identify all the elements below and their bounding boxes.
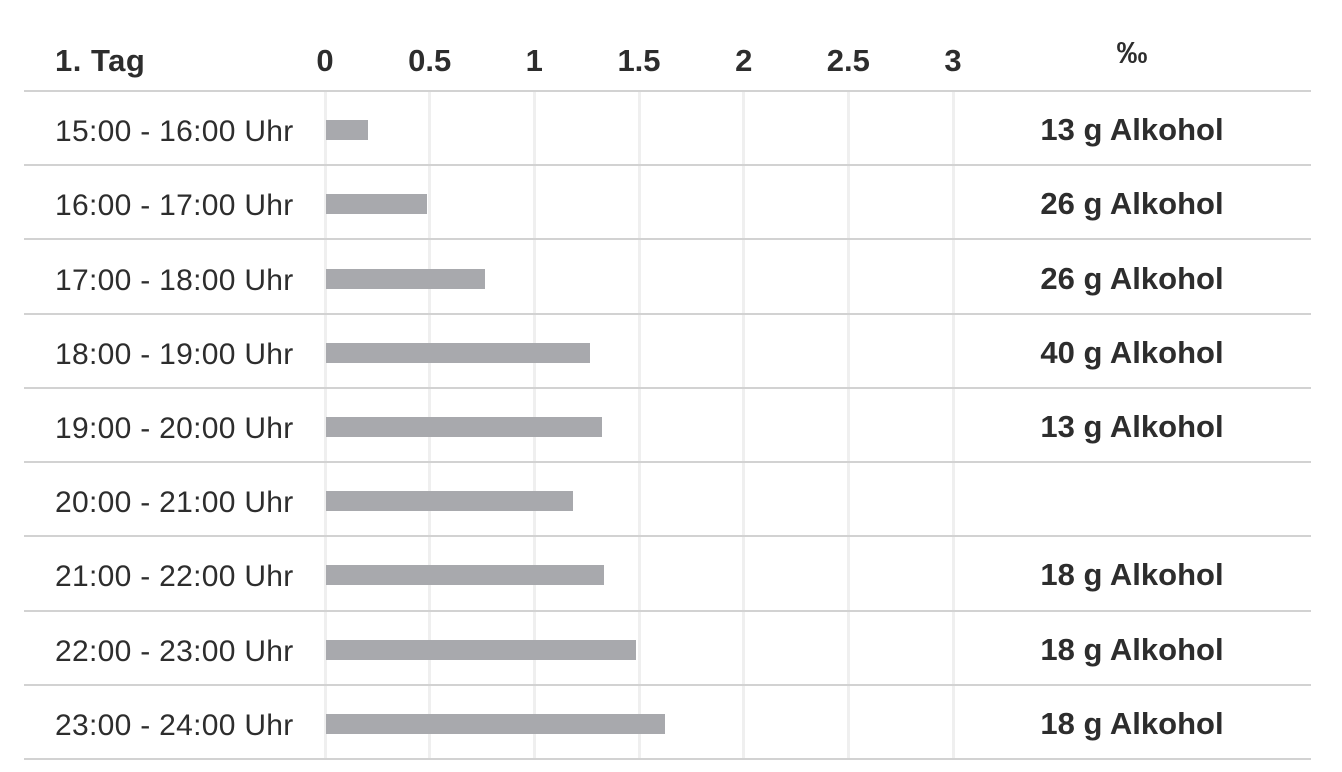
alcohol-amount-label: 13 g Alkohol — [1040, 112, 1224, 148]
axis-tick-3: 3 — [944, 43, 962, 78]
table-row: 19:00 - 20:00 Uhr 13 g Alkohol — [24, 389, 1311, 464]
axis-tick-0-5: 0.5 — [408, 43, 452, 78]
table-row: 17:00 - 18:00 Uhr 26 g Alkohol — [24, 240, 1311, 315]
table-rows: 15:00 - 16:00 Uhr 13 g Alkohol 16:00 - 1… — [24, 92, 1311, 760]
time-range-label: 20:00 - 21:00 Uhr — [55, 486, 294, 520]
alcohol-amount-label: 13 g Alkohol — [1040, 408, 1224, 444]
alcohol-amount-label: 26 g Alkohol — [1040, 260, 1224, 296]
table-row: 15:00 - 16:00 Uhr 13 g Alkohol — [24, 92, 1311, 167]
time-range-label: 17:00 - 18:00 Uhr — [55, 263, 294, 297]
table-row: 23:00 - 24:00 Uhr 18 g Alkohol — [24, 686, 1311, 760]
permille-unit-label: ‰ — [1116, 35, 1148, 70]
bac-bar — [326, 268, 486, 289]
bac-bar — [326, 713, 666, 734]
bac-bar — [326, 342, 590, 363]
axis-tick-2-5: 2.5 — [826, 43, 870, 78]
time-range-label: 23:00 - 24:00 Uhr — [55, 708, 294, 742]
bac-bar — [326, 639, 636, 660]
bac-bar — [326, 416, 603, 437]
table-row: 21:00 - 22:00 Uhr 18 g Alkohol — [24, 537, 1311, 612]
alcohol-amount-label — [953, 463, 1311, 535]
gridline-3 — [951, 92, 955, 760]
gridline-0 — [323, 92, 327, 760]
alcohol-amount-label: 18 g Alkohol — [1040, 557, 1224, 593]
time-range-label: 18:00 - 19:00 Uhr — [55, 337, 294, 371]
time-range-label: 22:00 - 23:00 Uhr — [55, 634, 294, 668]
bac-table: 1. Tag 0 0.5 1 1.5 2 2.5 3 ‰ 15:00 - 16:… — [24, 0, 1311, 772]
time-range-label: 21:00 - 22:00 Uhr — [55, 560, 294, 594]
gridline-2 — [742, 92, 746, 760]
day-title: 1. Tag — [55, 43, 146, 78]
axis-tick-1: 1 — [525, 43, 543, 78]
gridline-1-5 — [637, 92, 641, 760]
time-range-label: 19:00 - 20:00 Uhr — [55, 411, 294, 445]
bac-bar — [326, 565, 605, 586]
axis-tick-1-5: 1.5 — [617, 43, 661, 78]
table-header: 1. Tag 0 0.5 1 1.5 2 2.5 3 ‰ — [24, 0, 1311, 92]
alcohol-amount-label: 40 g Alkohol — [1040, 334, 1224, 370]
time-range-label: 15:00 - 16:00 Uhr — [55, 115, 294, 149]
gridline-2-5 — [846, 92, 850, 760]
bac-bar — [326, 120, 368, 141]
alcohol-amount-label: 18 g Alkohol — [1040, 631, 1224, 667]
table-row: 20:00 - 21:00 Uhr — [24, 463, 1311, 538]
table-row: 18:00 - 19:00 Uhr 40 g Alkohol — [24, 315, 1311, 389]
bac-bar — [326, 491, 573, 512]
time-range-label: 16:00 - 17:00 Uhr — [55, 189, 294, 223]
table-row: 22:00 - 23:00 Uhr 18 g Alkohol — [24, 612, 1311, 686]
axis-tick-0: 0 — [316, 43, 334, 78]
axis-tick-2: 2 — [735, 43, 753, 78]
table-row: 16:00 - 17:00 Uhr 26 g Alkohol — [24, 166, 1311, 241]
bac-bar — [326, 194, 427, 215]
alcohol-amount-label: 18 g Alkohol — [1040, 705, 1224, 741]
alcohol-amount-label: 26 g Alkohol — [1040, 186, 1224, 222]
